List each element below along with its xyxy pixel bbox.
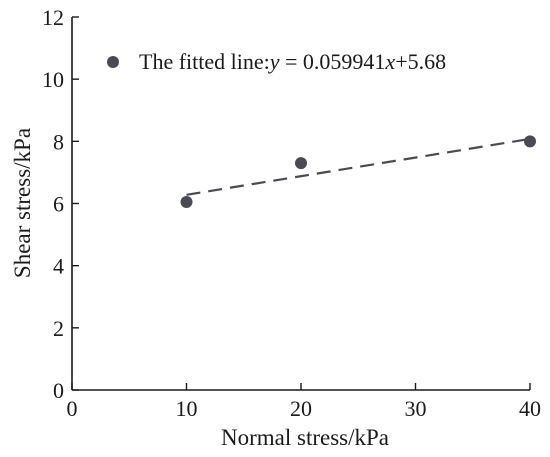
y-tick-label: 12 bbox=[42, 5, 64, 30]
legend-suffix: +5.68 bbox=[395, 49, 446, 74]
y-tick-label: 10 bbox=[42, 67, 64, 92]
y-tick-label: 0 bbox=[53, 378, 64, 403]
y-tick-label: 8 bbox=[53, 129, 64, 154]
y-tick-label: 6 bbox=[53, 192, 64, 217]
y-tick-label: 4 bbox=[53, 254, 64, 279]
ticks: 0 10 20 30 40 0 2 4 6 8 10 12 bbox=[42, 5, 541, 421]
x-axis-title: Normal stress/kPa bbox=[221, 425, 389, 450]
legend-var-x: x bbox=[384, 49, 395, 74]
x-tick-label: 0 bbox=[67, 396, 78, 421]
x-tick-label: 10 bbox=[176, 396, 198, 421]
legend-prefix: The fitted line: bbox=[139, 49, 270, 74]
data-point bbox=[295, 157, 307, 170]
x-tick-label: 30 bbox=[405, 396, 427, 421]
data-points bbox=[180, 135, 536, 208]
data-point bbox=[524, 135, 536, 148]
legend-label: The fitted line:y = 0.059941x+5.68 bbox=[139, 49, 446, 74]
x-tick-label: 20 bbox=[290, 396, 312, 421]
fitted-line bbox=[186, 137, 531, 196]
data-point bbox=[180, 195, 193, 208]
y-axis-title: Shear stress/kPa bbox=[10, 128, 35, 278]
fitted-line-layer bbox=[186, 137, 531, 196]
legend-marker bbox=[107, 56, 119, 68]
legend-equals: = 0.059941 bbox=[280, 49, 386, 74]
legend: The fitted line:y = 0.059941x+5.68 bbox=[107, 49, 446, 74]
x-tick-label: 40 bbox=[519, 396, 541, 421]
legend-var-y: y bbox=[268, 49, 280, 74]
y-tick-label: 2 bbox=[53, 316, 64, 341]
